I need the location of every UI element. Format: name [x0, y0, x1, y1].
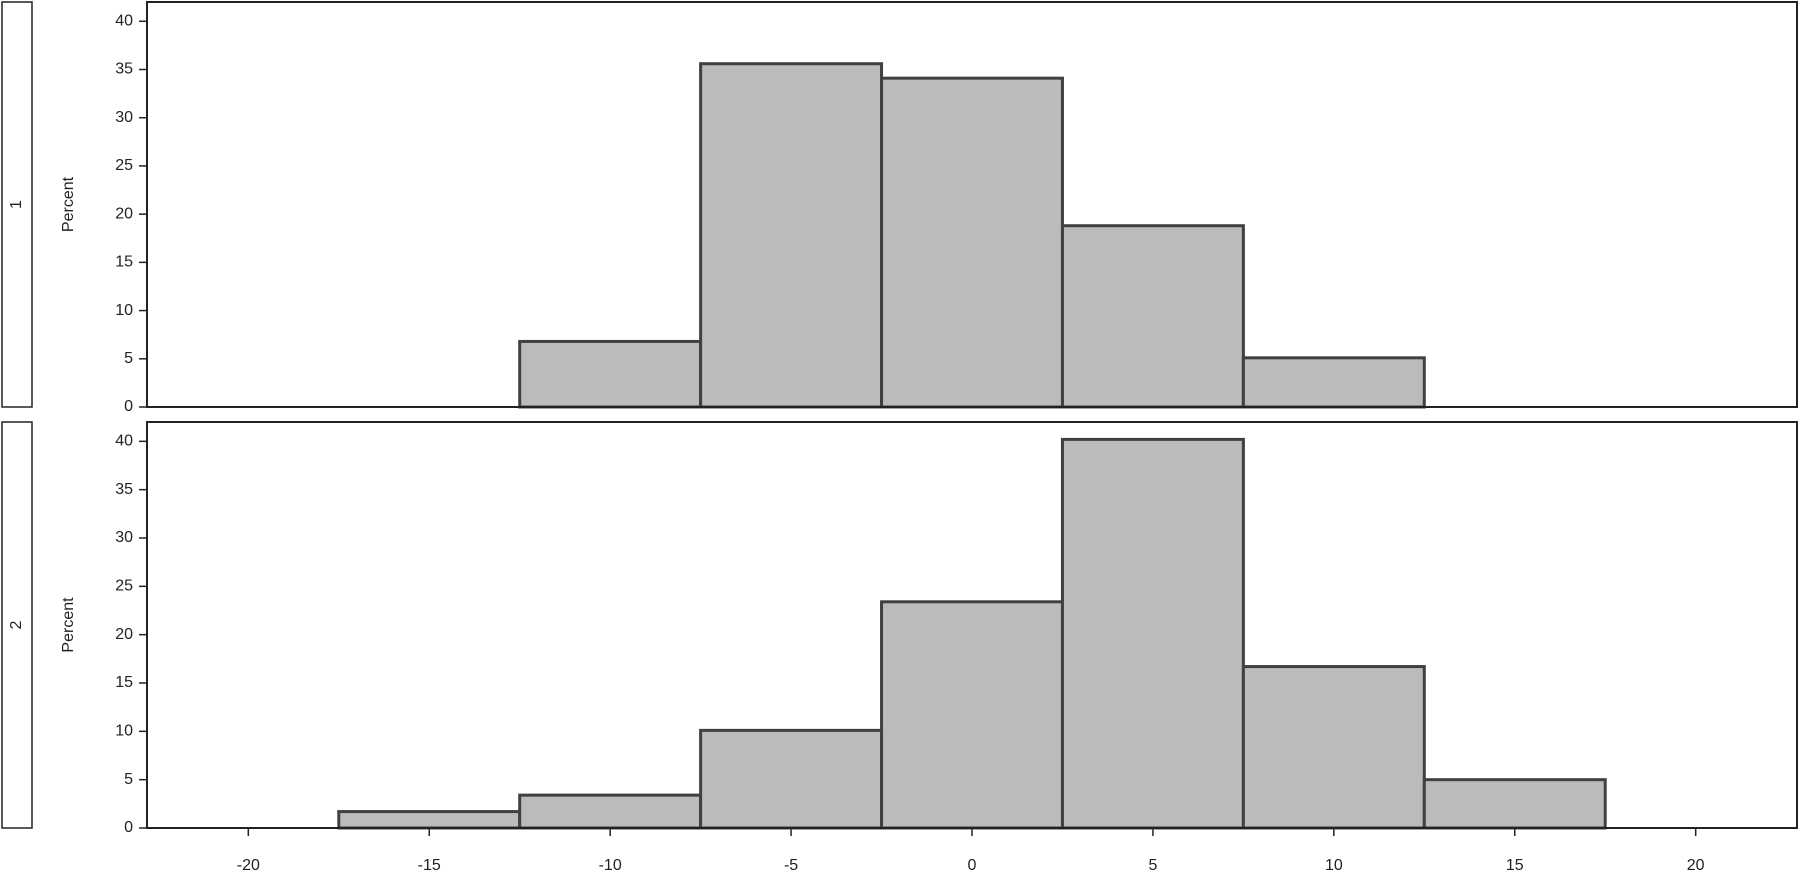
y-tick-label: 10 [115, 302, 133, 319]
x-tick-label: -10 [599, 857, 622, 874]
panel-frame [146, 421, 1798, 829]
y-axis-label: Percent [60, 176, 77, 232]
histogram-bar [1060, 437, 1245, 830]
histogram-bar [518, 339, 703, 409]
x-tick-label: -5 [784, 857, 798, 874]
strip [1, 1, 33, 408]
histogram-bar [1241, 356, 1426, 409]
histogram-bar [699, 62, 884, 409]
y-tick-label: 0 [124, 398, 133, 415]
histogram-bar [880, 76, 1064, 409]
y-tick-label: 35 [115, 61, 133, 78]
strip [1, 421, 33, 829]
y-tick-label: 15 [115, 674, 133, 691]
x-tick-label: 10 [1325, 857, 1343, 874]
histogram-bar [1422, 778, 1607, 830]
y-tick-label: 30 [115, 109, 133, 126]
x-tick-label: -20 [237, 857, 260, 874]
y-tick-label: 40 [115, 13, 133, 30]
y-tick-label: 25 [115, 157, 133, 174]
strip-label: 1 [8, 200, 25, 209]
y-tick-label: 15 [115, 254, 133, 271]
y-tick-label: 0 [124, 819, 133, 836]
x-tick-label: 15 [1506, 857, 1524, 874]
histogram-bar [337, 810, 522, 830]
y-tick-label: 40 [115, 433, 133, 450]
y-axis-label: Percent [60, 597, 77, 653]
y-tick-label: 20 [115, 205, 133, 222]
histogram-bar [1241, 665, 1426, 830]
y-tick-label: 5 [124, 350, 133, 367]
y-tick-label: 5 [124, 771, 133, 788]
histogram-bar [518, 793, 703, 830]
y-tick-label: 20 [115, 626, 133, 643]
y-tick-label: 30 [115, 529, 133, 546]
y-tick-label: 10 [115, 723, 133, 740]
y-tick-label: 25 [115, 578, 133, 595]
histogram-bar [1060, 224, 1245, 409]
panel-frame [146, 1, 1798, 408]
strip-label: 2 [8, 620, 25, 629]
x-tick-label: -15 [418, 857, 441, 874]
histogram-bar [880, 600, 1064, 830]
histogram-bar [699, 728, 884, 830]
y-tick-label: 35 [115, 481, 133, 498]
x-tick-label: 5 [1148, 857, 1157, 874]
x-tick-label: 0 [968, 857, 977, 874]
x-tick-label: 20 [1687, 857, 1705, 874]
